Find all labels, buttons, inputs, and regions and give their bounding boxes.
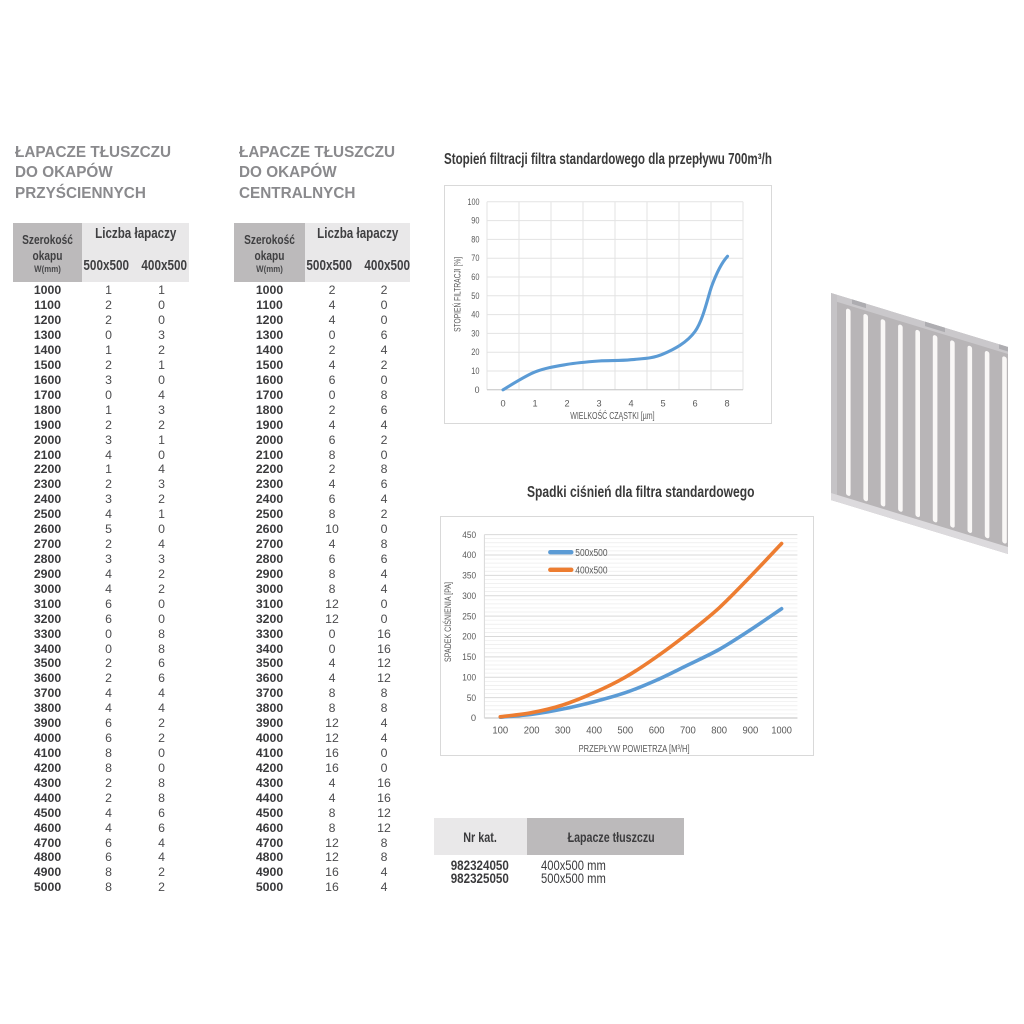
svg-text:200: 200 — [462, 631, 476, 642]
svg-text:3: 3 — [596, 398, 601, 408]
svg-text:80: 80 — [471, 234, 479, 244]
svg-text:PRZEPŁYW POWIETRZA [M³/H]: PRZEPŁYW POWIETRZA [M³/H] — [579, 743, 690, 755]
svg-text:2: 2 — [564, 398, 569, 408]
svg-text:400x500: 400x500 — [575, 565, 608, 576]
svg-text:0: 0 — [471, 712, 476, 723]
svg-text:300: 300 — [555, 726, 571, 737]
svg-text:1000: 1000 — [771, 726, 792, 737]
svg-text:800: 800 — [711, 726, 727, 737]
svg-text:700: 700 — [680, 726, 696, 737]
svg-text:5: 5 — [660, 398, 665, 408]
svg-text:8: 8 — [724, 398, 729, 408]
svg-text:500: 500 — [617, 726, 633, 737]
svg-text:400: 400 — [586, 726, 602, 737]
svg-text:300: 300 — [462, 590, 476, 601]
svg-text:100: 100 — [468, 197, 480, 207]
svg-text:500x500: 500x500 — [575, 548, 608, 559]
svg-text:WIELKOŚĆ CZĄSTKI [µm]: WIELKOŚĆ CZĄSTKI [µm] — [570, 409, 655, 422]
svg-text:350: 350 — [462, 570, 476, 581]
svg-text:50: 50 — [471, 291, 479, 301]
svg-text:6: 6 — [692, 398, 697, 408]
svg-text:SPADEK CIŚNIENIA [PA]: SPADEK CIŚNIENIA [PA] — [442, 582, 453, 662]
svg-text:150: 150 — [462, 651, 476, 662]
svg-text:900: 900 — [743, 726, 759, 737]
svg-text:100: 100 — [462, 671, 476, 682]
svg-text:70: 70 — [471, 253, 479, 263]
svg-text:100: 100 — [492, 726, 508, 737]
svg-text:90: 90 — [471, 216, 479, 226]
svg-text:4: 4 — [628, 398, 633, 408]
svg-text:600: 600 — [649, 726, 665, 737]
svg-text:60: 60 — [471, 272, 479, 282]
svg-text:10: 10 — [471, 366, 479, 376]
svg-text:30: 30 — [471, 328, 479, 338]
svg-text:0: 0 — [500, 398, 505, 408]
svg-text:STOPIEŃ FILTRACJI [%]: STOPIEŃ FILTRACJI [%] — [452, 257, 462, 332]
svg-text:40: 40 — [471, 310, 479, 320]
svg-text:400: 400 — [462, 549, 476, 560]
svg-text:250: 250 — [462, 610, 476, 621]
svg-text:50: 50 — [467, 692, 476, 703]
svg-text:1: 1 — [532, 398, 537, 408]
svg-text:20: 20 — [471, 347, 479, 357]
svg-text:450: 450 — [462, 529, 476, 540]
svg-text:0: 0 — [475, 385, 480, 395]
svg-text:200: 200 — [524, 726, 540, 737]
